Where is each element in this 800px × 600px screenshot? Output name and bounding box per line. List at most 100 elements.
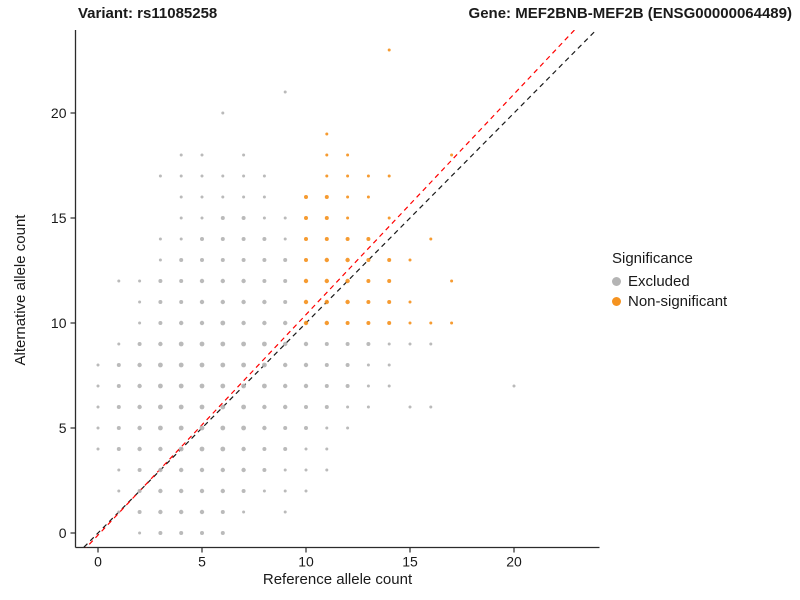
data-point <box>429 237 433 241</box>
data-point <box>117 468 121 472</box>
data-point <box>220 237 225 241</box>
data-point <box>199 278 205 284</box>
data-point <box>158 467 163 473</box>
data-point <box>324 405 329 409</box>
data-point <box>283 447 288 451</box>
data-point <box>200 237 204 241</box>
data-point <box>179 153 183 157</box>
data-point <box>283 468 287 472</box>
data-point <box>303 320 309 326</box>
data-point <box>387 174 391 178</box>
data-point <box>325 153 329 157</box>
data-point <box>408 321 412 325</box>
legend-item-non-significant: Non-significant <box>612 293 727 310</box>
data-point <box>324 363 329 367</box>
data-point <box>241 258 246 262</box>
data-point <box>345 278 350 284</box>
data-point <box>303 278 309 284</box>
data-point <box>366 300 371 304</box>
data-point <box>324 216 329 220</box>
data-point <box>262 195 266 199</box>
data-point <box>450 279 454 283</box>
gene-title: Gene: MEF2BNB-MEF2B (ENSG00000064489) <box>468 5 792 22</box>
data-point <box>366 384 370 388</box>
data-point <box>199 446 205 452</box>
data-point <box>408 342 412 346</box>
data-point <box>324 257 329 263</box>
data-point <box>220 510 225 514</box>
legend-item-excluded: Excluded <box>612 273 727 290</box>
data-point <box>158 488 163 494</box>
data-point <box>116 363 121 367</box>
data-point <box>283 237 287 241</box>
data-point <box>346 216 350 220</box>
data-point <box>242 195 246 199</box>
data-point <box>178 341 184 347</box>
data-point <box>345 363 350 367</box>
data-point <box>179 237 183 241</box>
data-point <box>158 383 163 389</box>
data-point <box>199 299 205 305</box>
data-point <box>262 489 266 493</box>
data-point <box>366 258 371 262</box>
data-point <box>283 510 287 514</box>
data-point <box>199 467 205 473</box>
data-point <box>387 342 391 346</box>
x-tick-label: 5 <box>198 554 206 570</box>
variant-title: Variant: rs11085258 <box>78 5 218 22</box>
data-point <box>158 279 163 283</box>
data-point <box>96 384 100 388</box>
y-tick-label: 20 <box>51 105 67 121</box>
data-point <box>158 404 163 410</box>
data-point <box>324 299 329 305</box>
data-point <box>262 320 267 326</box>
data-point <box>387 300 392 304</box>
data-point <box>303 362 309 368</box>
data-point <box>158 446 163 452</box>
data-point <box>345 321 350 325</box>
data-point <box>179 216 183 220</box>
data-point <box>304 258 308 262</box>
data-point <box>220 425 226 431</box>
data-point <box>366 237 371 241</box>
data-point <box>324 384 329 388</box>
data-point <box>283 216 287 220</box>
data-point <box>450 321 454 325</box>
data-point <box>199 509 205 515</box>
y-tick-label: 10 <box>51 315 67 331</box>
data-point <box>179 509 184 515</box>
data-point <box>138 300 142 304</box>
data-point <box>220 446 226 452</box>
data-point <box>179 174 183 178</box>
data-point <box>366 342 371 346</box>
data-point <box>429 321 433 325</box>
data-point <box>241 278 246 284</box>
data-point <box>137 362 142 368</box>
data-point <box>200 195 204 199</box>
data-point <box>304 237 308 241</box>
data-point <box>346 153 350 157</box>
data-point <box>117 489 121 493</box>
fit-line <box>85 30 576 548</box>
data-point <box>158 425 163 431</box>
data-point <box>241 404 247 410</box>
data-point <box>262 341 267 347</box>
data-point <box>241 383 247 389</box>
data-point <box>262 237 267 241</box>
series-excluded <box>96 90 516 535</box>
data-point <box>199 425 205 431</box>
data-point <box>158 509 163 515</box>
data-point <box>199 341 205 347</box>
data-point <box>200 216 204 220</box>
data-point <box>241 425 247 431</box>
data-point <box>408 258 412 262</box>
data-point <box>178 362 184 368</box>
data-point <box>304 216 308 220</box>
data-point <box>242 174 246 178</box>
y-axis-label: Alternative allele count <box>12 214 29 366</box>
data-point <box>346 426 350 430</box>
data-point <box>138 531 142 535</box>
series-non-significant <box>303 48 454 326</box>
x-tick-label: 10 <box>298 554 314 570</box>
